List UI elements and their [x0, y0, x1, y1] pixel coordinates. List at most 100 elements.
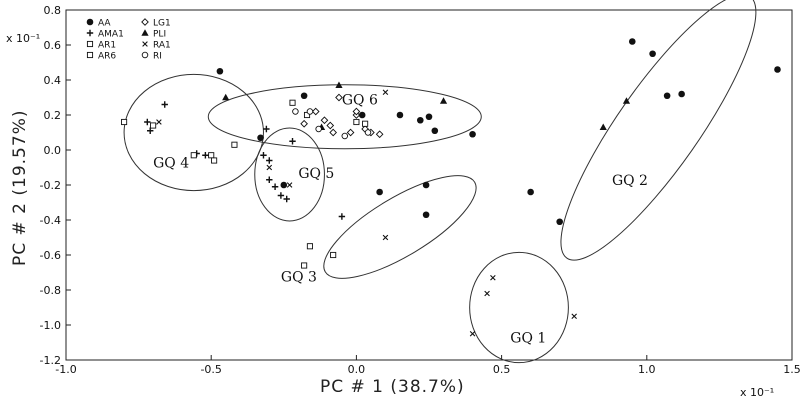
legend-marker — [141, 51, 149, 59]
data-point-aa — [469, 130, 476, 138]
data-point-ama1 — [338, 213, 346, 220]
data-point-ri — [306, 108, 314, 115]
data-point-pli — [222, 93, 230, 101]
data-point-ama1 — [266, 157, 273, 164]
data-point-ra1 — [382, 234, 389, 241]
y-scale-note: x 10⁻¹ — [6, 32, 40, 45]
data-point-ra1 — [484, 290, 490, 297]
data-point-ar1 — [231, 141, 238, 148]
x-tick-label: 0.5 — [493, 363, 511, 376]
data-point-ama1 — [260, 152, 267, 159]
data-point-ar1 — [150, 122, 157, 129]
data-point-ama1 — [202, 152, 209, 159]
data-point-aa — [556, 218, 563, 226]
data-point-pli — [599, 123, 607, 131]
y-tick-label: -1.2 — [40, 354, 61, 367]
data-point-lg1 — [375, 130, 384, 139]
y-tick-label: 0.8 — [44, 4, 62, 17]
data-point-pli — [439, 97, 448, 104]
data-point-aa — [649, 50, 656, 58]
y-axis-label: PC # 2 (19.57%) — [10, 110, 30, 266]
data-point-ar6 — [289, 99, 296, 106]
data-point-lg1 — [352, 107, 361, 116]
x-axis-label: PC # 1 (38.7%) — [320, 377, 465, 397]
data-point-aa — [300, 92, 308, 100]
group-label: GQ 5 — [298, 166, 334, 182]
group-label: GQ 2 — [612, 173, 648, 189]
legend-entry: AR6 — [98, 52, 116, 62]
group-ellipse — [207, 84, 482, 150]
data-point-lg1 — [335, 93, 343, 102]
group-ellipse — [254, 127, 325, 222]
data-point-ri — [364, 129, 372, 136]
data-point-aa — [663, 92, 671, 100]
data-point-ar1 — [121, 118, 128, 126]
data-point-aa — [422, 181, 430, 189]
data-point-ar1 — [190, 152, 197, 159]
data-point-ra1 — [469, 330, 476, 337]
data-point-aa — [774, 66, 781, 73]
data-point-ra1 — [571, 313, 577, 320]
data-point-aa — [416, 116, 424, 124]
legend-marker — [141, 29, 149, 36]
axis-ticks: -1.0 -0.5 0.0 0.5 1.0 1.5 0.8 0.6 0.4 0.2 0.0 -0.2 -… — [40, 4, 801, 376]
data-point-ri — [292, 108, 299, 115]
group-label: GQ 6 — [342, 93, 378, 109]
data-point-ama1 — [277, 192, 285, 199]
data-point-lg1 — [346, 128, 355, 137]
data-point-ra1 — [266, 164, 273, 171]
x-tick-label: 1.0 — [638, 363, 656, 376]
data-point-ama1 — [144, 118, 151, 126]
data-point-aa — [396, 111, 404, 119]
data-point-ar6 — [362, 120, 369, 127]
x-tick-label: -0.5 — [200, 363, 221, 376]
data-point-ra1 — [156, 119, 162, 125]
y-tick-label: -0.4 — [40, 214, 61, 227]
data-point-lg1 — [329, 128, 338, 137]
data-point-ra1 — [286, 182, 293, 188]
data-point-ama1 — [283, 195, 290, 203]
group-ellipse — [123, 73, 264, 192]
data-point-ama1 — [263, 125, 270, 133]
data-point-lg1 — [300, 119, 308, 128]
y-tick-label: -1.0 — [40, 319, 61, 332]
data-point-aa — [358, 111, 366, 119]
data-point-ri — [315, 125, 322, 133]
data-point-aa — [527, 188, 534, 196]
y-tick-label: -0.2 — [40, 179, 61, 192]
group-ellipse — [323, 175, 477, 279]
data-point-ar1 — [330, 251, 337, 259]
data-point-lg1 — [326, 121, 335, 130]
group-ellipse — [469, 251, 569, 364]
group-label: GQ 4 — [153, 156, 189, 172]
data-point-ar6 — [353, 118, 360, 126]
legend-marker — [142, 41, 148, 47]
legend-entry: AR1 — [98, 41, 116, 51]
group-ellipses: GQ 1 GQ 2 GQ 3 GQ 4 GQ 5 GQ 6 — [123, 0, 757, 364]
data-point-aa — [422, 211, 430, 219]
data-point-aa — [280, 181, 288, 189]
data-point-ar1 — [306, 243, 313, 250]
y-tick-label: 0.2 — [44, 109, 62, 122]
data-point-pli — [335, 81, 343, 89]
data-point-aa — [425, 113, 433, 121]
group-label: GQ 1 — [510, 331, 546, 347]
data-point-aa — [376, 188, 383, 196]
y-tick-label: 0.4 — [44, 74, 62, 87]
data-point-aa — [628, 38, 636, 45]
data-point-lg1 — [311, 107, 320, 116]
y-tick-label: 0.0 — [44, 144, 62, 157]
x-tick-label: -1.0 — [55, 363, 76, 376]
legend-entry: AA — [98, 19, 111, 29]
data-point-aa — [431, 127, 439, 135]
legend-entry: RI — [153, 52, 162, 62]
data-point-ar1 — [301, 262, 308, 269]
legend: AA LG1 AMA1 PLI AR1 RA1 AR6 RI — [86, 18, 171, 62]
legend-entry: RA1 — [153, 41, 171, 51]
legend-entry: AMA1 — [98, 30, 124, 40]
group-ellipse — [560, 0, 757, 261]
data-point-ama1 — [271, 183, 279, 190]
legend-marker — [86, 40, 94, 48]
data-point-aa — [216, 67, 224, 75]
